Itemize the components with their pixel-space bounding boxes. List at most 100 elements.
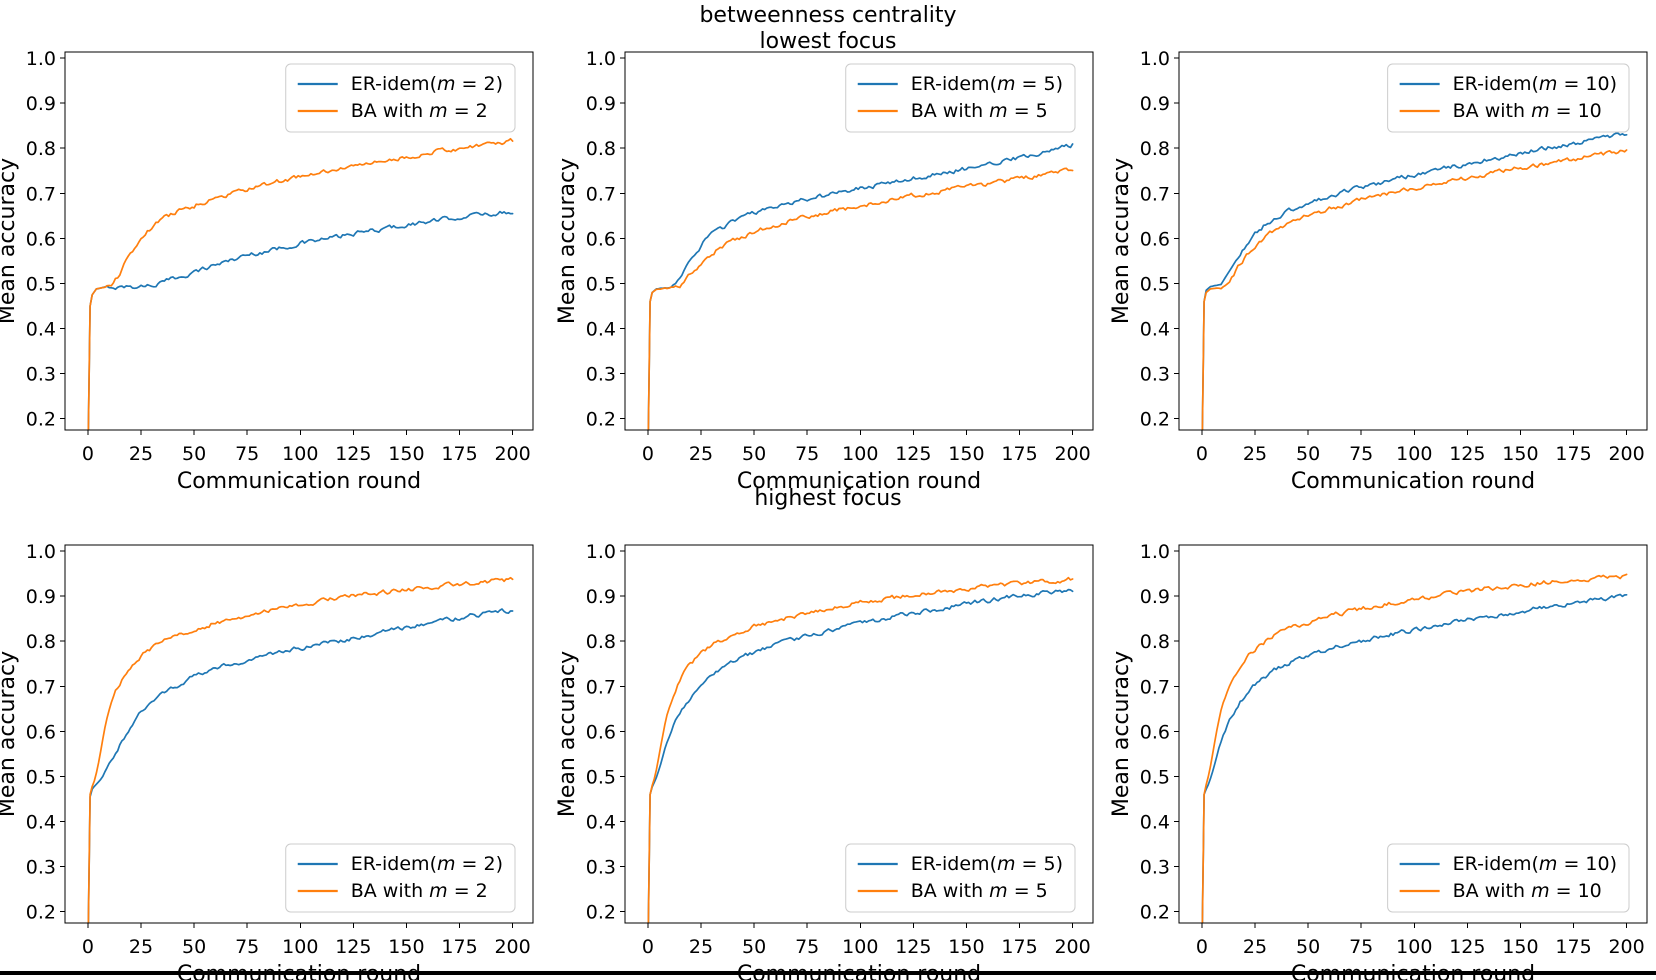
- y-tick-label: 0.9: [26, 93, 56, 115]
- curves: [647, 143, 1074, 430]
- ba-curve: [87, 576, 514, 923]
- y-tick-label: 0.4: [1140, 319, 1170, 341]
- y-tick-label: 0.9: [1140, 586, 1170, 608]
- y-tick-label: 0.6: [586, 721, 616, 743]
- y-tick-label: 0.9: [1140, 93, 1170, 115]
- x-tick-label: 175: [1555, 936, 1591, 958]
- x-tick-label: 0: [642, 443, 654, 465]
- y-tick-label: 0.3: [1140, 857, 1170, 879]
- x-tick-label: 75: [795, 443, 819, 465]
- x-tick-label: 100: [282, 443, 318, 465]
- y-tick-label: 0.3: [26, 364, 56, 386]
- x-tick-label: 0: [82, 443, 94, 465]
- y-tick-label: 0.2: [26, 409, 56, 431]
- x-tick-label: 150: [388, 936, 424, 958]
- y-tick-label: 0.5: [586, 273, 616, 295]
- x-tick-label: 75: [235, 936, 259, 958]
- y-tick-label: 0.7: [586, 183, 616, 205]
- x-tick-label: 25: [689, 936, 713, 958]
- x-tick-label: 75: [1349, 443, 1373, 465]
- x-tick-label: 50: [1296, 443, 1320, 465]
- y-tick-label: 0.2: [586, 409, 616, 431]
- y-tick-label: 0.3: [586, 857, 616, 879]
- subplot-highest-focus-m10: 0 25 50 75 100 125 150 175 200 0.2 0.3 0.4 0.5 0.6 0.7…: [1109, 541, 1648, 980]
- legend-label: BA with m = 10: [1453, 880, 1602, 902]
- y-tick-label: 1.0: [1140, 541, 1170, 563]
- legend-label: ER-idem(m = 2): [351, 853, 503, 875]
- y-tick-label: 0.3: [1140, 364, 1170, 386]
- subplot-lowest-focus-m5: 0 25 50 75 100 125 150 175 200 0.2 0.3 0.4 0.5 0.6 0.7…: [555, 48, 1094, 494]
- ba-curve: [1201, 573, 1628, 923]
- curves: [87, 137, 514, 430]
- x-tick-label: 125: [335, 443, 371, 465]
- y-tick-label: 1.0: [26, 541, 56, 563]
- curves: [647, 576, 1074, 923]
- legend-box: [845, 843, 1076, 913]
- axes-spines: [624, 544, 1094, 924]
- axes-spines: [624, 51, 1094, 431]
- y-tick-label: 0.3: [586, 364, 616, 386]
- x-tick-label: 150: [948, 936, 984, 958]
- x-tick-label: 200: [1054, 443, 1090, 465]
- ba-curve: [647, 576, 1074, 923]
- row2-title: highest focus: [754, 486, 902, 511]
- x-tick-label: 50: [182, 443, 206, 465]
- x-tick-label: 75: [235, 443, 259, 465]
- x-tick-label: 175: [441, 443, 477, 465]
- x-tick-label: 100: [1396, 936, 1432, 958]
- axes-spines: [64, 51, 534, 431]
- x-tick-label: 125: [895, 443, 931, 465]
- legend-box: [845, 63, 1076, 133]
- legend-box: [1387, 843, 1630, 913]
- x-tick-label: 100: [842, 936, 878, 958]
- x-tick-label: 200: [1608, 936, 1644, 958]
- y-tick-label: 0.5: [1140, 273, 1170, 295]
- legend-label: BA with m = 2: [351, 880, 488, 902]
- y-tick-label: 0.8: [586, 138, 616, 160]
- x-tick-label: 0: [82, 936, 94, 958]
- legend: ER-idem(m = 2) BA with m = 2: [285, 63, 516, 133]
- y-tick-label: 0.9: [586, 93, 616, 115]
- x-tick-label: 200: [494, 936, 530, 958]
- er-idem-curve: [87, 210, 514, 430]
- y-tick-label: 0.4: [26, 812, 56, 834]
- legend: ER-idem(m = 10) BA with m = 10: [1387, 63, 1630, 133]
- legend-label: ER-idem(m = 5): [911, 853, 1063, 875]
- x-tick-label: 25: [1243, 443, 1267, 465]
- y-tick-label: 0.5: [1140, 766, 1170, 788]
- legend-label: ER-idem(m = 5): [911, 73, 1063, 95]
- curves: [87, 576, 514, 923]
- er-idem-curve: [647, 143, 1074, 430]
- y-axis-label: Mean accuracy: [555, 158, 580, 324]
- y-tick-label: 0.6: [26, 228, 56, 250]
- ba-curve: [647, 167, 1074, 430]
- x-tick-label: 50: [182, 936, 206, 958]
- x-tick-label: 50: [1296, 936, 1320, 958]
- ba-curve: [1201, 149, 1628, 430]
- y-tick-label: 0.5: [26, 273, 56, 295]
- y-tick-label: 1.0: [26, 48, 56, 70]
- row1-title: lowest focus: [759, 29, 897, 54]
- y-tick-label: 0.2: [1140, 902, 1170, 924]
- x-tick-label: 0: [642, 936, 654, 958]
- y-tick-label: 0.7: [1140, 183, 1170, 205]
- x-tick-label: 100: [842, 443, 878, 465]
- legend: ER-idem(m = 2) BA with m = 2: [285, 843, 516, 913]
- x-tick-label: 0: [1196, 936, 1208, 958]
- x-tick-label: 150: [1502, 443, 1538, 465]
- figure-suptitle: betweenness centrality: [699, 3, 957, 28]
- y-tick-label: 0.7: [1140, 676, 1170, 698]
- legend: ER-idem(m = 10) BA with m = 10: [1387, 843, 1630, 913]
- y-axis-label: Mean accuracy: [0, 158, 20, 324]
- axes-spines: [64, 544, 534, 924]
- y-axis-label: Mean accuracy: [555, 651, 580, 817]
- legend-box: [285, 63, 516, 133]
- x-tick-label: 50: [742, 936, 766, 958]
- x-tick-label: 125: [895, 936, 931, 958]
- x-tick-label: 175: [441, 936, 477, 958]
- x-tick-label: 0: [1196, 443, 1208, 465]
- y-tick-label: 0.4: [586, 812, 616, 834]
- y-tick-label: 0.7: [586, 676, 616, 698]
